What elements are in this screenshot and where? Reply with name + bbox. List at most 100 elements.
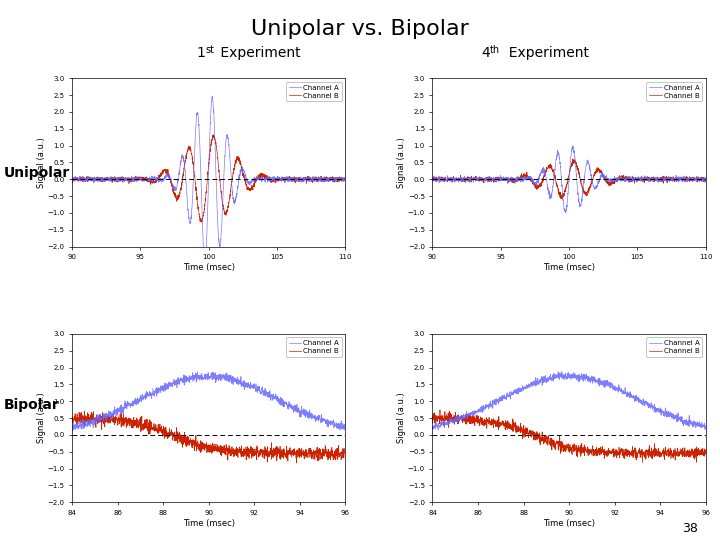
Channel A xyxy=(428,176,437,182)
Channel B xyxy=(223,452,232,458)
Channel B xyxy=(184,441,192,447)
Channel A xyxy=(184,377,192,384)
Channel A xyxy=(100,415,109,421)
Channel A xyxy=(428,423,437,430)
Channel A xyxy=(569,143,577,149)
Line: Channel A: Channel A xyxy=(72,372,345,431)
Channel B xyxy=(550,445,559,451)
Channel A xyxy=(89,419,98,426)
Channel A xyxy=(644,176,652,182)
Line: Channel A: Channel A xyxy=(433,146,706,213)
Channel A xyxy=(189,375,198,381)
Channel A xyxy=(193,109,202,116)
Channel B xyxy=(292,460,301,466)
Text: 1: 1 xyxy=(197,46,205,60)
Channel A xyxy=(208,93,217,99)
Legend: Channel A, Channel B: Channel A, Channel B xyxy=(647,82,702,102)
Channel B xyxy=(555,442,564,449)
Y-axis label: Signal (a.u.): Signal (a.u.) xyxy=(397,393,406,443)
Channel B xyxy=(449,417,458,424)
Channel B xyxy=(68,416,76,422)
Channel A xyxy=(555,373,564,380)
Channel A xyxy=(693,177,702,183)
Channel A xyxy=(333,176,341,182)
Legend: Channel A, Channel B: Channel A, Channel B xyxy=(647,338,702,357)
Channel B xyxy=(701,451,710,457)
Channel A xyxy=(341,422,349,428)
Text: Unipolar vs. Bipolar: Unipolar vs. Bipolar xyxy=(251,19,469,39)
Legend: Channel A, Channel B: Channel A, Channel B xyxy=(286,338,341,357)
Channel B xyxy=(569,156,577,162)
Line: Channel B: Channel B xyxy=(433,159,706,199)
Channel B xyxy=(80,408,89,414)
Channel A xyxy=(68,428,77,434)
Channel A xyxy=(544,375,553,381)
Channel A xyxy=(283,177,292,184)
Channel A xyxy=(561,209,570,215)
X-axis label: Time (msec): Time (msec) xyxy=(543,263,595,272)
Text: 4: 4 xyxy=(481,46,490,60)
Channel A xyxy=(81,177,90,184)
Line: Channel B: Channel B xyxy=(72,134,345,222)
Channel A xyxy=(68,421,76,427)
Channel A xyxy=(693,177,702,183)
Y-axis label: Signal (a.u.): Signal (a.u.) xyxy=(37,393,46,443)
Channel B xyxy=(638,460,647,466)
Channel B xyxy=(558,196,567,202)
Channel A xyxy=(200,259,209,265)
Line: Channel B: Channel B xyxy=(72,411,345,463)
Channel A xyxy=(194,373,203,380)
Text: Experiment: Experiment xyxy=(500,46,590,60)
Text: st: st xyxy=(205,45,215,55)
Text: th: th xyxy=(490,45,500,55)
Channel B xyxy=(341,455,349,461)
X-axis label: Time (msec): Time (msec) xyxy=(183,263,235,272)
Channel B xyxy=(644,177,652,183)
Channel B xyxy=(442,177,451,184)
Channel A xyxy=(557,368,566,375)
Channel A xyxy=(701,423,710,430)
Y-axis label: Signal (a.u.): Signal (a.u.) xyxy=(37,137,46,188)
Channel B xyxy=(436,407,444,413)
Channel B xyxy=(554,188,562,194)
Channel B xyxy=(81,178,90,184)
X-axis label: Time (msec): Time (msec) xyxy=(183,518,235,528)
Channel B xyxy=(693,174,702,181)
Channel B xyxy=(584,453,593,459)
Channel B xyxy=(428,177,437,183)
Line: Channel A: Channel A xyxy=(433,372,706,430)
Text: 38: 38 xyxy=(683,522,698,535)
Channel A xyxy=(201,257,210,264)
Channel A xyxy=(550,373,559,380)
Channel A xyxy=(449,419,458,426)
Channel A xyxy=(701,177,710,183)
Channel B xyxy=(89,408,98,415)
Channel B xyxy=(693,177,702,183)
Channel B xyxy=(68,174,76,180)
X-axis label: Time (msec): Time (msec) xyxy=(543,518,595,528)
Channel A xyxy=(554,150,562,157)
Channel B xyxy=(100,416,109,422)
Channel B xyxy=(701,177,710,184)
Channel A xyxy=(193,369,202,375)
Channel B xyxy=(193,200,202,207)
Channel B xyxy=(333,175,342,181)
Line: Channel A: Channel A xyxy=(72,96,345,262)
Text: Experiment: Experiment xyxy=(216,46,301,60)
Text: Unipolar: Unipolar xyxy=(4,166,70,180)
Channel A xyxy=(434,427,443,433)
Text: Bipolar: Bipolar xyxy=(4,398,59,412)
Channel A xyxy=(442,176,451,183)
Channel B xyxy=(333,177,341,184)
Channel B xyxy=(461,417,469,423)
Channel A xyxy=(333,175,342,181)
Channel B xyxy=(561,186,570,192)
Y-axis label: Signal (a.u.): Signal (a.u.) xyxy=(397,137,406,188)
Channel B xyxy=(428,414,437,421)
Legend: Channel A, Channel B: Channel A, Channel B xyxy=(286,82,341,102)
Channel B xyxy=(341,177,349,183)
Channel B xyxy=(197,219,206,225)
Channel A xyxy=(584,373,593,380)
Channel A xyxy=(341,174,349,180)
Line: Channel B: Channel B xyxy=(433,410,706,463)
